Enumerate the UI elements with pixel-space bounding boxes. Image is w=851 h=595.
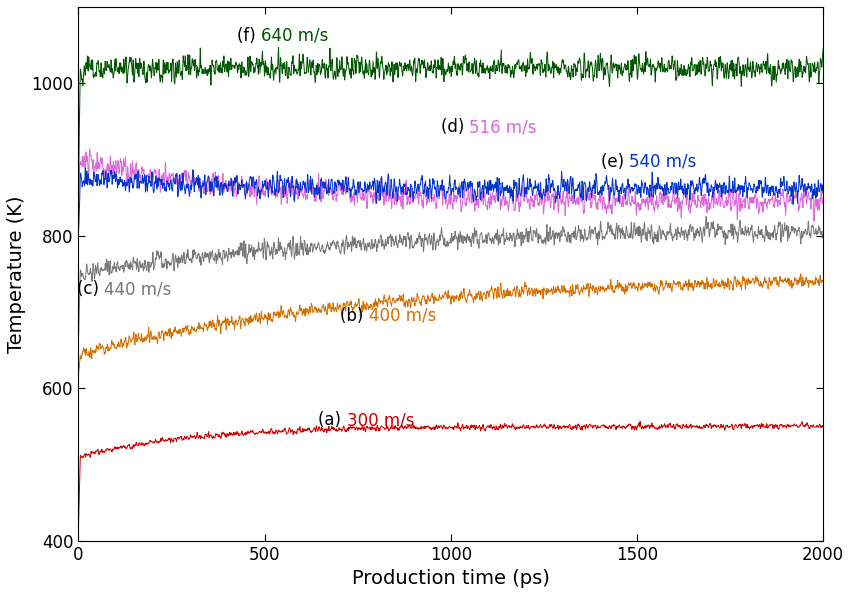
Text: 300 m/s: 300 m/s (346, 411, 414, 429)
Text: (b): (b) (340, 307, 368, 325)
Text: 540 m/s: 540 m/s (630, 153, 697, 171)
Text: (c): (c) (77, 280, 104, 298)
Text: 400 m/s: 400 m/s (368, 307, 437, 325)
Text: (d): (d) (441, 118, 470, 136)
Y-axis label: Temperature (K): Temperature (K) (7, 195, 26, 353)
Text: (f): (f) (237, 27, 261, 45)
Text: 640 m/s: 640 m/s (261, 27, 328, 45)
Text: (a): (a) (318, 411, 346, 429)
Text: 516 m/s: 516 m/s (470, 118, 537, 136)
X-axis label: Production time (ps): Production time (ps) (351, 569, 550, 588)
Text: 440 m/s: 440 m/s (104, 280, 171, 298)
Text: (e): (e) (601, 153, 630, 171)
